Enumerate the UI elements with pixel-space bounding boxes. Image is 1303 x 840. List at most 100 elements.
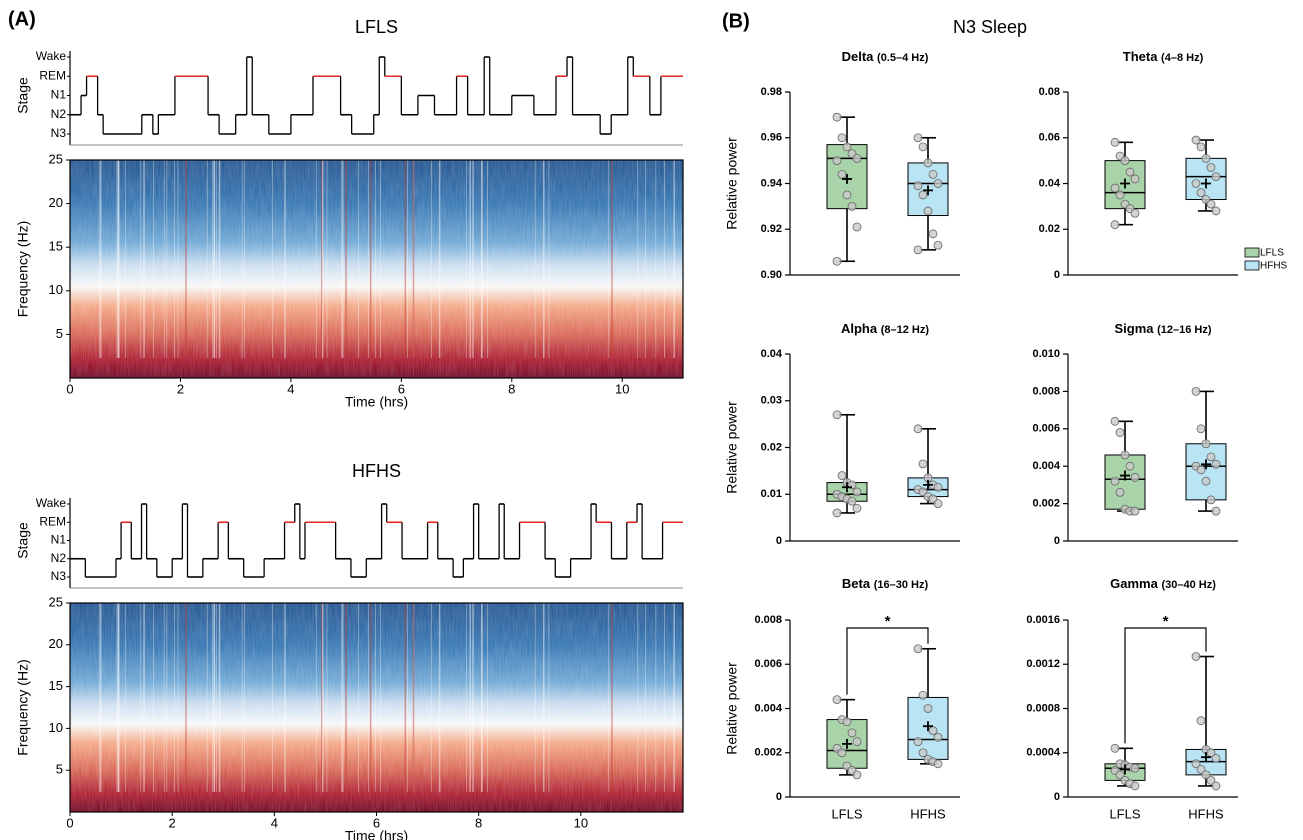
x-axis-label: Time (hrs) (345, 394, 408, 410)
y-tick-label: 0.0016 (1026, 614, 1060, 626)
data-point (918, 142, 928, 152)
y-tick-label: 0.0012 (1026, 658, 1060, 670)
data-point (1110, 183, 1120, 193)
data-point (832, 256, 842, 266)
legend-label: LFLS (1260, 248, 1284, 259)
data-point (1211, 781, 1221, 791)
y-tick-label: 0.03 (761, 395, 782, 407)
data-point (847, 728, 857, 738)
data-point (1201, 770, 1211, 780)
chart-title-name: Delta (842, 49, 875, 64)
data-point (1110, 220, 1120, 230)
data-point (1196, 188, 1206, 198)
chart-title: Delta (0.5–4 Hz) (842, 49, 929, 64)
data-point (1211, 753, 1221, 763)
data-point (842, 190, 852, 200)
y-tick-label: 0 (1054, 535, 1060, 547)
chart-title-name: Sigma (1114, 321, 1154, 336)
x-tick-label: 4 (271, 815, 278, 830)
y-axis-label: Stage (15, 77, 31, 114)
data-point (837, 133, 847, 143)
y-tick-label: 0.0008 (1026, 702, 1060, 714)
y-tick-label: 0.002 (754, 747, 782, 759)
x-axis-label: Time (hrs) (345, 828, 408, 840)
data-point (1110, 416, 1120, 426)
data-point (1196, 142, 1206, 152)
mean-marker (1201, 459, 1211, 470)
y-tick-label: REM (39, 514, 66, 528)
mean-marker (1201, 178, 1211, 189)
data-point (933, 179, 943, 188)
x-tick-label: LFLS (831, 806, 862, 821)
data-point (913, 181, 923, 191)
data-point (832, 112, 842, 122)
mean-marker (842, 482, 852, 493)
y-tick-label: N1 (51, 88, 67, 102)
legend-swatch (1244, 260, 1260, 271)
y-tick-label: 15 (49, 239, 63, 254)
chart-title-band: (0.5–4 Hz) (877, 52, 929, 64)
data-point (1201, 153, 1211, 163)
chart-title-band: (30–40 Hz) (1161, 579, 1216, 591)
data-point (1191, 386, 1201, 396)
y-tick-label: 10 (49, 282, 63, 297)
data-point (913, 737, 923, 747)
x-tick-label: 6 (373, 815, 380, 830)
mean-marker (1120, 178, 1130, 189)
data-point (923, 158, 933, 168)
chart-title-band: (8–12 Hz) (881, 324, 930, 336)
y-tick-label: 0 (776, 791, 782, 803)
data-point (842, 717, 852, 727)
data-point (913, 644, 923, 654)
y-axis-label: Frequency (Hz) (15, 221, 31, 317)
plot-frame (69, 159, 684, 379)
y-tick-label: 20 (49, 195, 63, 210)
y-tick-label: 25 (49, 594, 63, 609)
data-point (1191, 135, 1201, 145)
data-point (1110, 476, 1120, 486)
data-point (1115, 428, 1125, 437)
mean-marker (842, 173, 852, 184)
data-point (933, 240, 943, 250)
y-tick-label: N3 (51, 569, 67, 583)
y-tick-label: 0.04 (761, 348, 783, 360)
data-point (1196, 424, 1206, 434)
data-point (1201, 439, 1211, 449)
y-tick-label: 0.92 (761, 223, 782, 235)
y-tick-label: 25 (49, 151, 63, 166)
box (1185, 443, 1227, 501)
y-tick-label: 15 (49, 678, 63, 693)
data-point (852, 487, 862, 497)
x-tick-label: 0 (66, 815, 73, 830)
data-point (837, 471, 847, 480)
data-point (852, 222, 862, 232)
y-tick-label: 0.04 (1039, 177, 1061, 189)
data-point (1120, 156, 1130, 166)
data-point (1130, 208, 1140, 218)
x-tick-label: 8 (508, 381, 515, 396)
data-point (852, 503, 862, 513)
data-point (1196, 465, 1206, 475)
chart-title-name: Beta (842, 576, 871, 591)
panel-label: (B) (722, 10, 750, 32)
chart-title: Gamma (30–40 Hz) (1110, 576, 1216, 591)
y-tick-label: 0 (1054, 791, 1060, 803)
mean-marker (842, 738, 852, 749)
data-point (1201, 476, 1211, 486)
data-point (933, 759, 943, 769)
data-point (918, 690, 928, 700)
data-point (1130, 473, 1140, 482)
data-point (1206, 452, 1216, 462)
y-axis-label: Relative power (724, 137, 740, 230)
data-point (1211, 172, 1221, 182)
x-tick-label: 4 (287, 381, 294, 396)
data-point (923, 206, 933, 216)
data-point (933, 482, 943, 492)
chart-title: Theta (4–8 Hz) (1123, 49, 1204, 64)
y-tick-label: 5 (56, 762, 63, 777)
chart-title-name: Alpha (841, 321, 878, 336)
y-tick-label: 0.006 (754, 658, 782, 670)
y-tick-label: N3 (51, 126, 67, 140)
y-tick-label: 0.004 (754, 702, 782, 714)
data-point (1110, 137, 1120, 147)
